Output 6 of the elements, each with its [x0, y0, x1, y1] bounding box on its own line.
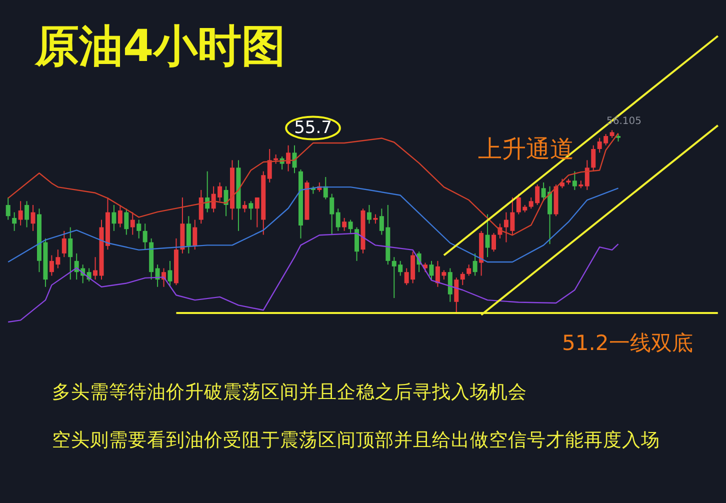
annotation: 上升通道 [478, 135, 574, 163]
text: 空头则需要看到油价受阻于震荡区间顶部并且给出做空信号才能再度入场 [52, 429, 660, 451]
text: 多头需等待油价升破震荡区间并且企稳之后寻找入场机会 [52, 381, 527, 403]
annotation: 55.7 [294, 118, 332, 138]
text: 51.2一线双底 [562, 331, 693, 355]
chart-title: 原油4小时图 [34, 21, 286, 72]
